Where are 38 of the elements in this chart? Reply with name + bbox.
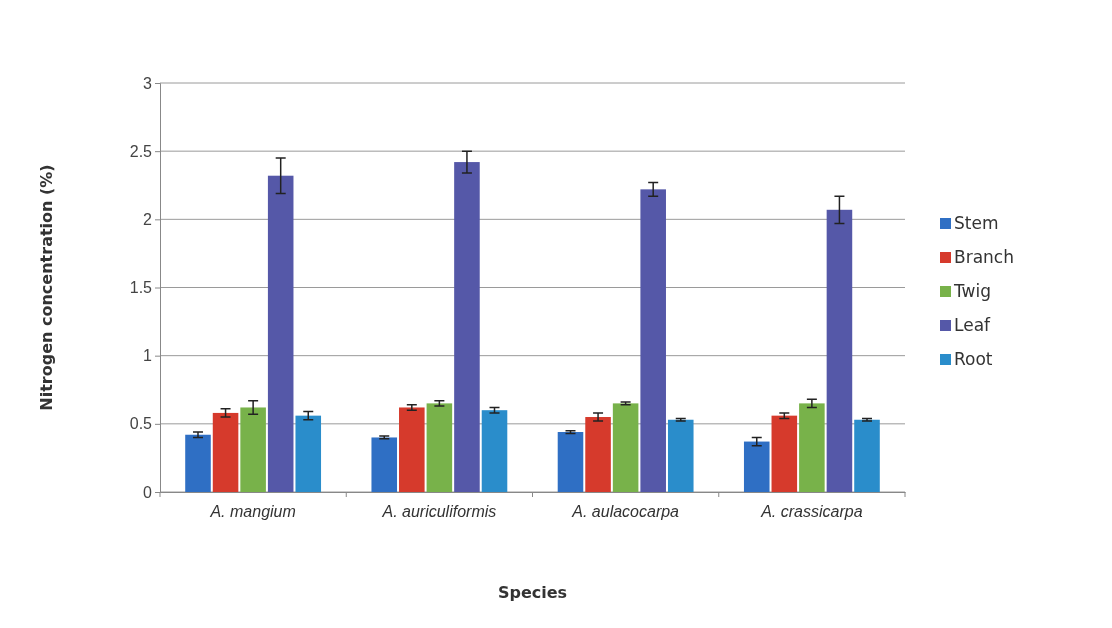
y-tick-label: 3 — [143, 74, 153, 92]
bar — [557, 432, 584, 492]
x-tick-label: A. aulacocarpa — [571, 503, 680, 521]
bar — [267, 175, 294, 492]
bar — [185, 434, 211, 492]
bar — [585, 417, 611, 492]
bar — [481, 410, 508, 492]
y-tick-label: 2.5 — [129, 142, 153, 160]
bar — [743, 441, 770, 492]
legend-label: Twig — [953, 281, 991, 301]
bar — [240, 407, 266, 492]
legend-label: Branch — [954, 247, 1014, 267]
bar — [640, 189, 666, 492]
bar — [371, 437, 398, 492]
y-tick-label: 1 — [143, 347, 153, 365]
bar — [295, 415, 322, 492]
y-axis-title: Nitrogen concentration (%) — [37, 164, 56, 411]
bar — [399, 407, 425, 492]
x-tick-label: A. auriculiformis — [381, 503, 497, 521]
x-tick-label: A. crassicarpa — [760, 503, 863, 521]
y-tick-label: 0 — [143, 483, 153, 501]
bar — [854, 419, 880, 492]
x-axis-title: Species — [497, 583, 568, 602]
bar — [667, 419, 694, 492]
bar — [799, 403, 825, 492]
bar — [212, 412, 239, 492]
legend-label: Leaf — [954, 315, 992, 335]
y-tick-label: 0.5 — [129, 415, 153, 433]
bar — [612, 403, 639, 492]
bar — [454, 162, 480, 492]
legend-label: Root — [954, 349, 993, 369]
bar — [771, 415, 798, 492]
y-tick-label: 1.5 — [129, 279, 153, 297]
legend-label: Stem — [954, 213, 999, 233]
x-tick-label: A. mangium — [209, 503, 296, 521]
bar — [426, 403, 453, 492]
bar — [826, 209, 853, 492]
y-tick-label: 2 — [143, 210, 153, 228]
